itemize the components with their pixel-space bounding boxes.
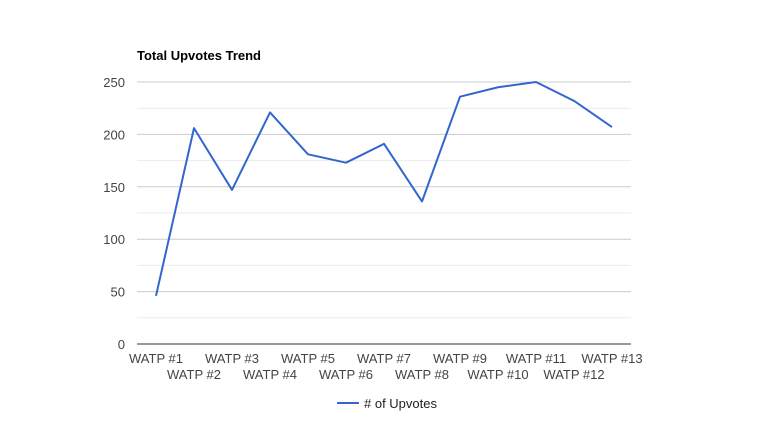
y-tick-label: 250 [103,75,125,90]
chart-title: Total Upvotes Trend [137,48,261,63]
series-group [155,81,613,297]
legend-label: # of Upvotes [364,396,437,411]
y-tick-label: 50 [111,285,125,300]
y-tick-label: 0 [118,337,125,352]
x-tick-label: WATP #13 [581,351,642,366]
y-tick-label: 100 [103,232,125,247]
x-tick-label: WATP #4 [243,367,297,382]
x-tick-label: WATP #7 [357,351,411,366]
x-tick-label: WATP #10 [467,367,528,382]
y-tick-label: 200 [103,127,125,142]
x-tick-label: WATP #6 [319,367,373,382]
legend[interactable]: # of Upvotes [337,396,437,411]
gridlines [137,81,631,319]
x-tick-label: WATP #12 [543,367,604,382]
y-axis-ticks: 0 50 100 150 200 250 [103,75,125,352]
x-tick-label: WATP #2 [167,367,221,382]
x-tick-label: WATP #9 [433,351,487,366]
x-tick-label: WATP #11 [506,351,566,366]
x-tick-label: WATP #3 [205,351,259,366]
x-tick-label: WATP #5 [281,351,335,366]
series-line[interactable] [155,81,613,297]
x-tick-label: WATP #1 [129,351,183,366]
y-tick-label: 150 [103,180,125,195]
x-tick-label: WATP #8 [395,367,449,382]
